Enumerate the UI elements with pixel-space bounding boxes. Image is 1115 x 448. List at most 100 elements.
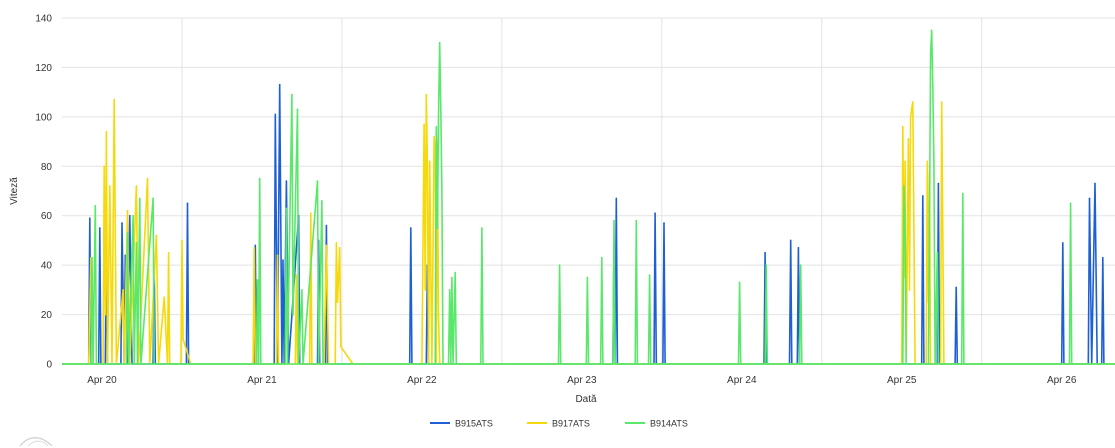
data-point xyxy=(104,313,107,316)
data-point xyxy=(955,286,957,289)
data-point xyxy=(635,219,638,222)
data-point xyxy=(1094,182,1096,185)
y-tick-label: 60 xyxy=(41,211,53,222)
data-point xyxy=(764,251,766,254)
data-point xyxy=(310,212,312,215)
data-point xyxy=(433,135,435,138)
legend-item[interactable]: B917ATS xyxy=(527,419,590,429)
x-tick-label: Apr 25 xyxy=(887,375,917,386)
data-point xyxy=(291,93,293,96)
data-point xyxy=(937,182,940,185)
data-point xyxy=(738,281,741,284)
watermark-curve-2 xyxy=(27,440,49,447)
data-point xyxy=(336,301,339,304)
data-point xyxy=(481,227,483,229)
data-point xyxy=(282,259,284,262)
legend-label: B915ATS xyxy=(455,419,493,429)
y-tick-label: 140 xyxy=(35,14,52,25)
data-point xyxy=(926,160,929,163)
data-point xyxy=(789,239,792,242)
data-point xyxy=(103,165,106,168)
data-point xyxy=(113,98,116,101)
data-point xyxy=(929,51,932,54)
data-point xyxy=(182,338,184,341)
x-tick-label: Apr 24 xyxy=(727,375,757,386)
data-point xyxy=(325,244,328,247)
data-point xyxy=(437,116,440,118)
data-point xyxy=(276,254,279,257)
data-point xyxy=(907,138,910,140)
data-point xyxy=(904,160,906,163)
data-point xyxy=(765,264,768,266)
data-point xyxy=(454,271,457,274)
data-point xyxy=(126,209,129,212)
data-point xyxy=(423,123,425,126)
data-point xyxy=(438,41,441,44)
data-point xyxy=(274,113,277,116)
data-point xyxy=(435,125,438,128)
data-point xyxy=(163,296,165,299)
data-point xyxy=(940,101,943,103)
data-point xyxy=(436,227,439,229)
x-tick-label: Apr 26 xyxy=(1047,375,1077,386)
data-point xyxy=(1088,197,1091,200)
data-point xyxy=(912,101,914,103)
x-tick-label: Apr 20 xyxy=(87,375,117,386)
data-point xyxy=(254,244,257,247)
y-tick-label: 40 xyxy=(41,261,53,272)
watermark-mark xyxy=(19,437,53,447)
data-point xyxy=(908,289,911,291)
data-point xyxy=(799,264,802,266)
data-point xyxy=(253,247,255,249)
data-point xyxy=(437,313,440,316)
data-point xyxy=(648,274,651,276)
data-point xyxy=(128,214,131,217)
data-point xyxy=(922,195,924,197)
data-point xyxy=(167,251,170,254)
data-point xyxy=(936,251,939,254)
data-point xyxy=(932,86,934,88)
data-point xyxy=(409,227,412,229)
data-point xyxy=(451,276,453,279)
data-point xyxy=(181,239,183,242)
data-point xyxy=(425,93,428,96)
data-point xyxy=(94,205,97,207)
y-tick-label: 120 xyxy=(35,63,52,74)
data-point xyxy=(439,108,442,111)
data-point xyxy=(258,177,261,180)
legend-item[interactable]: B914ATS xyxy=(625,419,688,429)
data-point xyxy=(91,256,93,259)
series-group xyxy=(62,29,1115,365)
data-point xyxy=(88,217,91,219)
data-point xyxy=(135,185,138,187)
watermark-curve xyxy=(19,437,53,447)
data-point xyxy=(654,212,656,215)
data-point xyxy=(121,222,123,224)
data-point xyxy=(1069,202,1072,205)
legend-label: B914ATS xyxy=(650,419,688,429)
data-point xyxy=(1061,242,1064,244)
data-point xyxy=(558,264,561,266)
x-tick-label: Apr 23 xyxy=(567,375,597,386)
data-point xyxy=(301,289,303,291)
axes: Viteză Dată 0 20 40 60 80 100 120 140 Apr 20 Apr … xyxy=(9,14,1115,405)
data-point xyxy=(962,192,964,195)
data-point xyxy=(429,264,432,266)
x-tick-label: Apr 21 xyxy=(247,375,277,386)
legend-item[interactable]: B915ATS xyxy=(430,419,493,429)
data-point xyxy=(285,180,288,182)
data-point xyxy=(186,202,189,205)
y-tick-label: 100 xyxy=(35,112,52,123)
data-point xyxy=(903,185,905,187)
y-axis-title: Viteză xyxy=(9,177,20,205)
data-point xyxy=(155,234,158,237)
data-point xyxy=(325,224,328,227)
y-tick-label: 80 xyxy=(41,162,53,173)
data-point xyxy=(124,254,127,257)
data-point xyxy=(797,247,800,249)
data-point xyxy=(428,160,431,163)
x-axis-title: Dată xyxy=(575,394,597,405)
grid xyxy=(62,17,1115,365)
